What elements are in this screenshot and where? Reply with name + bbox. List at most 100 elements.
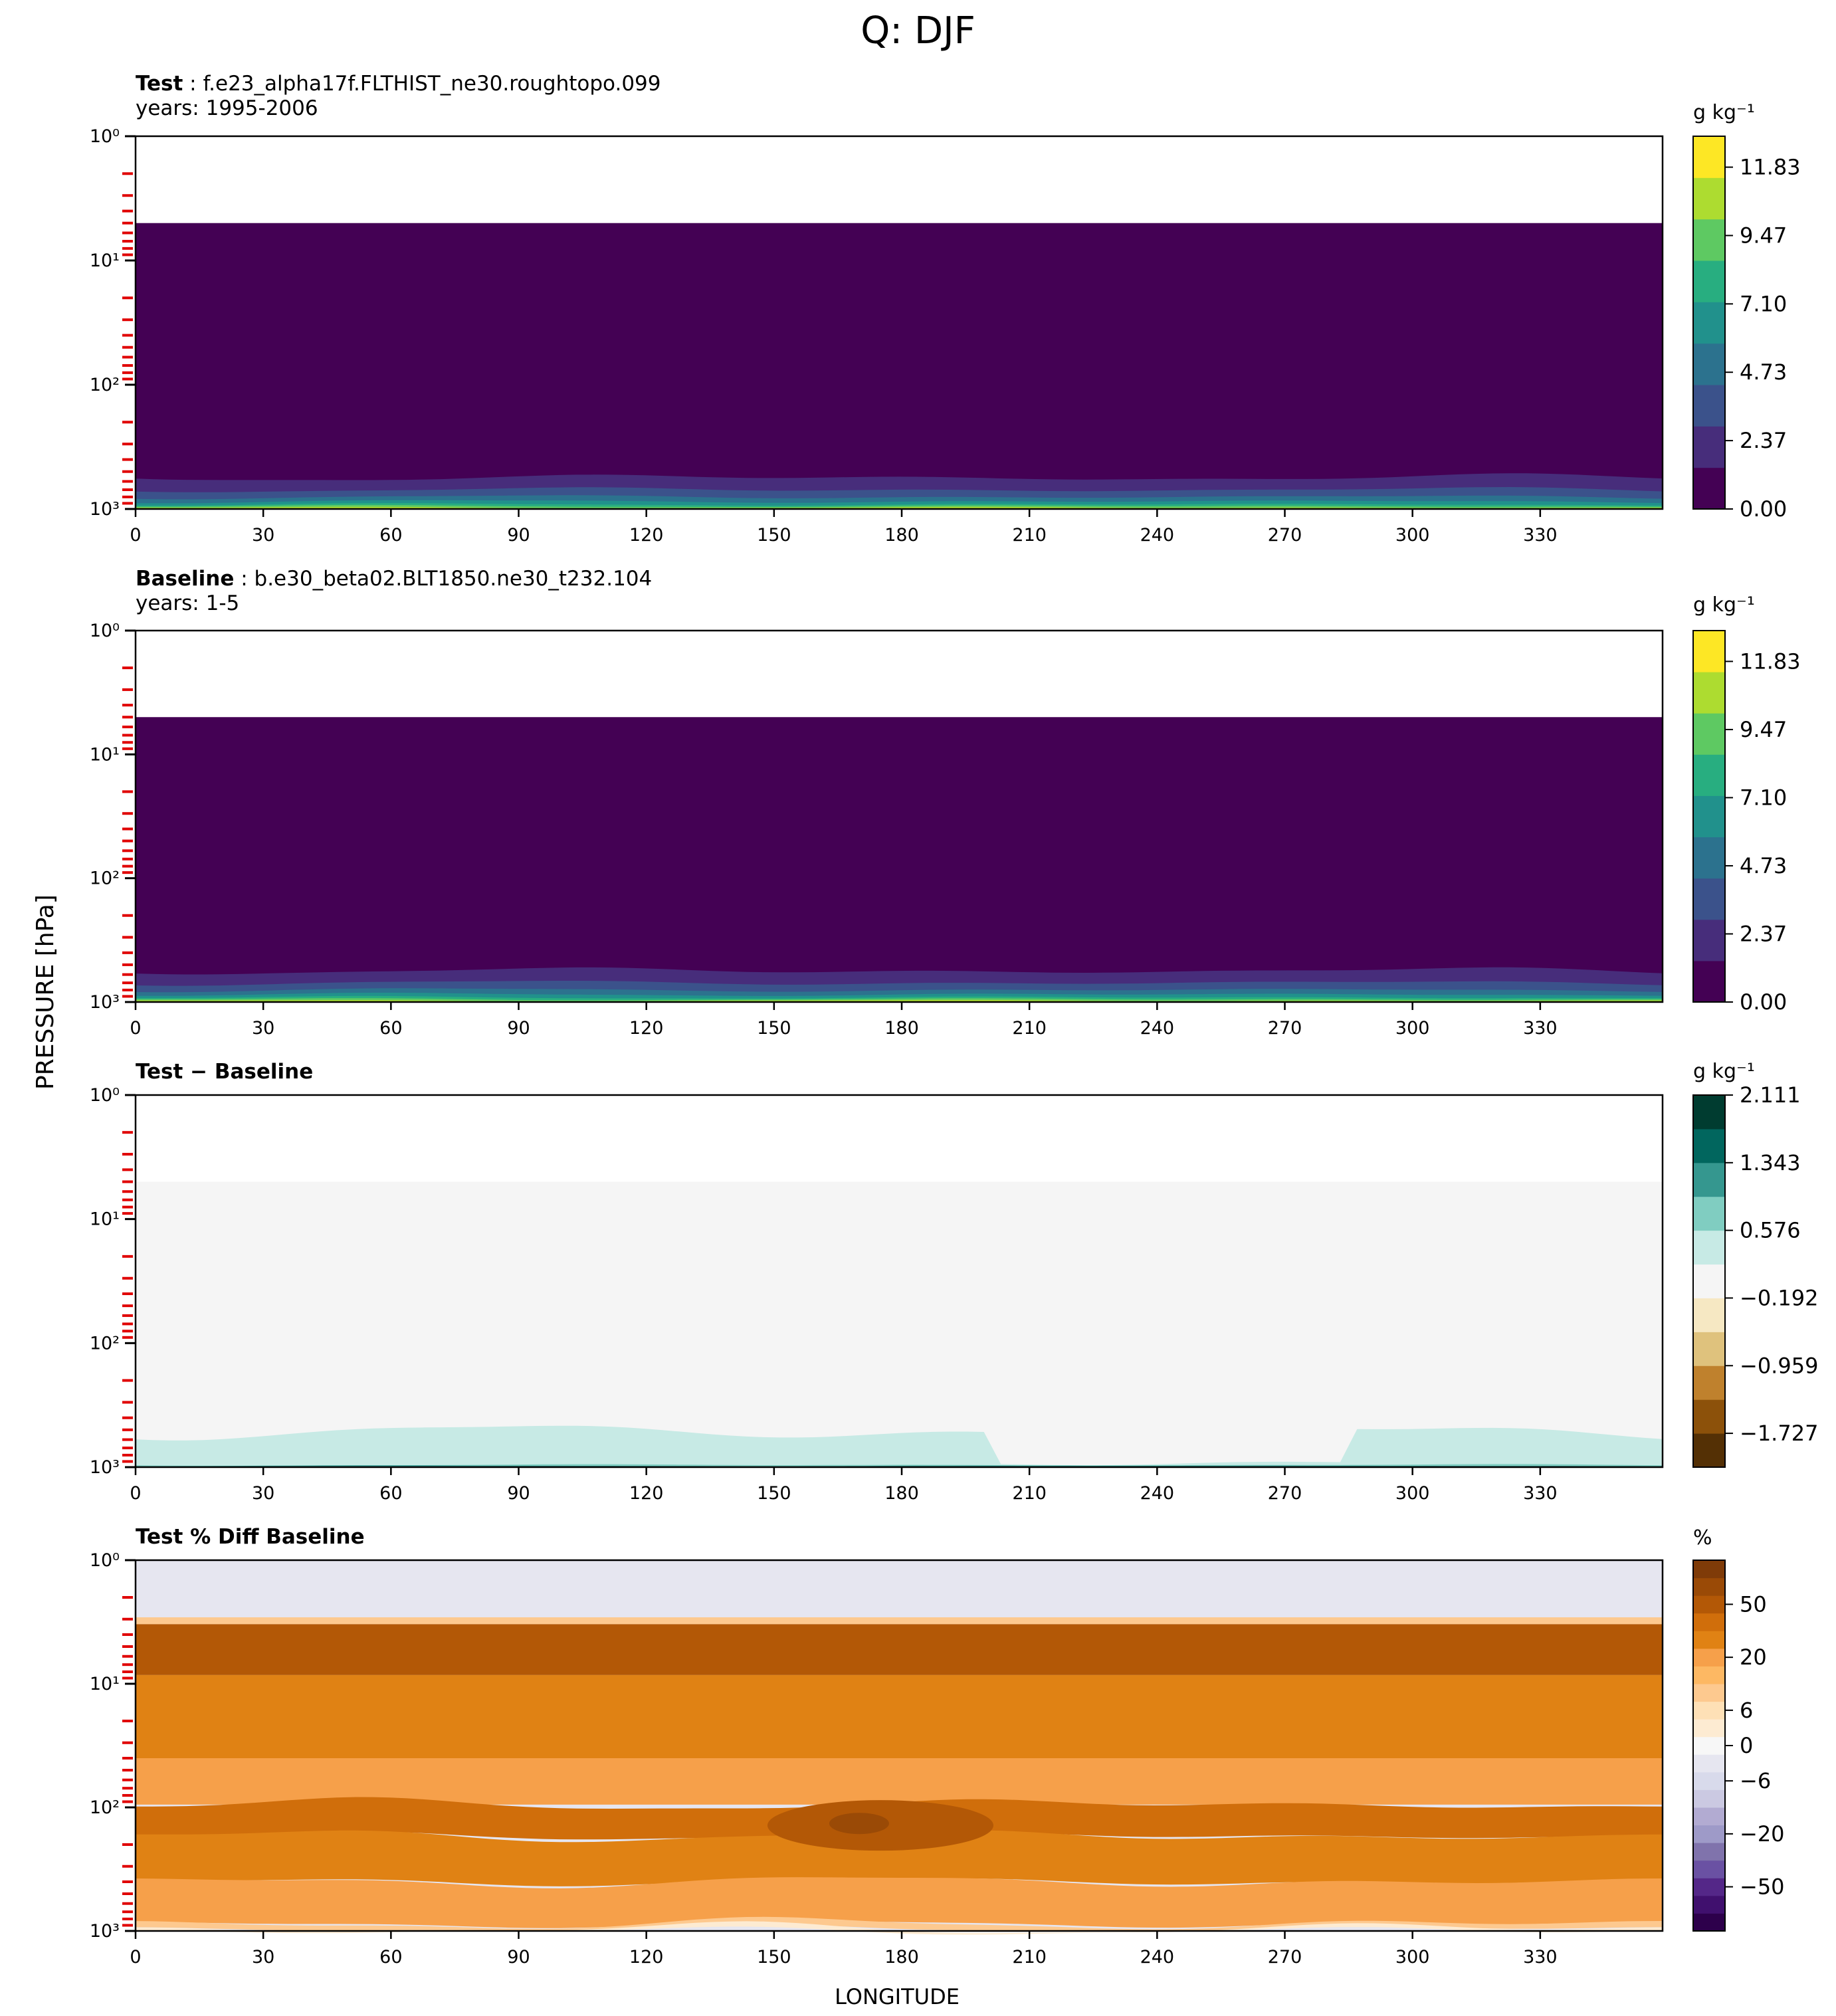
colorbar-swatch xyxy=(1693,1913,1725,1932)
colorbar-swatch xyxy=(1693,1789,1725,1808)
colorbar-swatch xyxy=(1693,795,1725,838)
colorbar-swatch xyxy=(1693,1162,1725,1197)
colorbar-frame xyxy=(1692,630,1726,1003)
colorbar-swatch xyxy=(1693,1895,1725,1914)
colorbar-frame xyxy=(1692,1094,1726,1468)
panel-1-subtitle: years: 1995-2006 xyxy=(136,96,318,120)
colorbar-tick-label: 11.83 xyxy=(1740,155,1801,180)
x-tick-label: 210 xyxy=(1012,1483,1047,1504)
panel-4-layer-6 xyxy=(136,1830,1663,1886)
colorbar-swatch xyxy=(1693,1684,1725,1702)
colorbar-tick-label: 11.83 xyxy=(1740,649,1801,674)
y-tick-label: 10² xyxy=(90,375,120,395)
panel-4-title-bold: Test % Diff Baseline xyxy=(136,1525,365,1549)
colorbar-2-unit: g kg⁻¹ xyxy=(1693,593,1755,617)
colorbar-swatch xyxy=(1693,1825,1725,1843)
x-tick-label: 90 xyxy=(507,1947,530,1967)
x-tick-label: 150 xyxy=(757,1018,791,1039)
x-tick-label: 90 xyxy=(507,1018,530,1039)
x-tick-label: 30 xyxy=(252,1018,274,1039)
colorbar-swatch xyxy=(1693,1332,1725,1366)
panel-4-layer-8 xyxy=(136,1916,1663,1932)
y-tick-label: 10⁰ xyxy=(90,1550,120,1571)
x-tick-label: 270 xyxy=(1268,1947,1302,1967)
colorbar-swatch xyxy=(1693,1433,1725,1468)
x-tick-label: 0 xyxy=(130,1483,141,1504)
panel-4-title: Test % Diff Baseline xyxy=(136,1525,365,1550)
colorbar-frame xyxy=(1692,136,1726,510)
x-tick-label: 60 xyxy=(379,525,402,546)
x-tick-label: 30 xyxy=(252,1947,274,1967)
colorbar-swatch xyxy=(1693,1666,1725,1684)
x-tick-label: 300 xyxy=(1395,1018,1430,1039)
x-tick-label: 120 xyxy=(629,1018,664,1039)
colorbar-swatch xyxy=(1693,1648,1725,1666)
colorbar-swatch xyxy=(1693,1771,1725,1790)
y-tick-label: 10² xyxy=(90,1333,120,1354)
colorbar-swatch xyxy=(1693,177,1725,220)
colorbar-tick-label: 9.47 xyxy=(1740,223,1787,248)
colorbar-swatch xyxy=(1693,1631,1725,1649)
panel-1-title: Test : f.e23_alpha17f.FLTHIST_ne30.rough… xyxy=(136,72,661,121)
colorbar-tick-label: 50 xyxy=(1740,1591,1767,1617)
panel-3-title-bold: Test − Baseline xyxy=(136,1060,314,1084)
colorbar-tick-label: −0.192 xyxy=(1740,1285,1818,1310)
y-tick-label: 10⁰ xyxy=(90,621,120,641)
y-tick-label: 10³ xyxy=(90,1921,120,1942)
colorbar-swatch xyxy=(1693,260,1725,302)
panel-3-axes: 0 30 60 90 120 150 180 210 240 270 300 330 10⁰ 10¹ 10²… xyxy=(90,1085,1664,1504)
colorbar-tick-label: 9.47 xyxy=(1740,717,1787,742)
colorbar-tick-label: 0.576 xyxy=(1740,1218,1801,1243)
colorbar-tick-label: 1.343 xyxy=(1740,1150,1801,1175)
y-tick-label: 10³ xyxy=(90,499,120,520)
colorbar-tick-label: 0 xyxy=(1740,1733,1753,1758)
colorbar-swatch xyxy=(1693,1613,1725,1631)
x-tick-label: 210 xyxy=(1012,525,1047,546)
colorbar-1: 0.00 2.37 4.73 7.10 9.47 11.83 xyxy=(1692,136,1801,522)
colorbar-swatch xyxy=(1693,713,1725,755)
colorbar-tick-label: 4.73 xyxy=(1740,359,1787,385)
colorbar-tick-label: 7.10 xyxy=(1740,291,1787,316)
x-tick-label: 270 xyxy=(1268,1483,1302,1504)
panel-2-field xyxy=(136,717,1663,1002)
colorbar-swatch xyxy=(1693,136,1725,178)
colorbar-3: −1.727 −0.959 −0.192 0.576 1.343 2.111 xyxy=(1692,1082,1818,1468)
x-tick-label: 60 xyxy=(379,1018,402,1039)
colorbar-swatch xyxy=(1693,960,1725,1003)
x-tick-label: 30 xyxy=(252,1483,274,1504)
colorbar-swatch xyxy=(1693,672,1725,714)
panel-4-field xyxy=(136,1560,1663,1935)
colorbar-swatch xyxy=(1693,1128,1725,1163)
x-tick-label: 300 xyxy=(1395,1483,1430,1504)
colorbar-3-unit: g kg⁻¹ xyxy=(1693,1060,1755,1083)
colorbar-swatch xyxy=(1693,1701,1725,1720)
colorbar-swatch xyxy=(1693,1878,1725,1896)
y-tick-label: 10¹ xyxy=(90,744,120,765)
panel-4-layer-9 xyxy=(136,1921,1663,1935)
panel-4-axes: 0 30 60 90 120 150 180 210 240 270 300 330 10⁰ 10¹ 10²… xyxy=(90,1550,1664,1967)
x-tick-label: 300 xyxy=(1395,525,1430,546)
panel-4-layer-2 xyxy=(136,1624,1663,1675)
panel-1-title-rest: : f.e23_alpha17f.FLTHIST_ne30.roughtopo.… xyxy=(183,72,661,96)
panel-2-title-bold: Baseline xyxy=(136,567,235,591)
panel-3-band-1 xyxy=(136,1425,1663,1467)
panel-1-field xyxy=(136,223,1663,509)
colorbar-swatch xyxy=(1693,631,1725,672)
y-tick-label: 10⁰ xyxy=(90,1085,120,1106)
panel-2-axes: 0 30 60 90 120 150 180 210 240 270 300 330 10⁰ 10¹ 10²… xyxy=(90,621,1664,1039)
colorbar-swatch xyxy=(1693,1095,1725,1130)
panel-4-layer-3 xyxy=(136,1674,1663,1758)
colorbar-swatch xyxy=(1693,1230,1725,1265)
colorbar-swatch xyxy=(1693,837,1725,879)
x-tick-label: 330 xyxy=(1523,1947,1558,1967)
colorbar-swatch xyxy=(1693,1860,1725,1878)
colorbar-1-unit: g kg⁻¹ xyxy=(1693,101,1755,124)
x-tick-label: 60 xyxy=(379,1947,402,1967)
colorbar-swatch xyxy=(1693,919,1725,961)
panel-1-frame xyxy=(134,135,1664,510)
x-tick-label: 210 xyxy=(1012,1018,1047,1039)
colorbar-4-unit: % xyxy=(1693,1526,1712,1550)
x-tick-label: 120 xyxy=(629,525,664,546)
colorbar-tick-label: 2.37 xyxy=(1740,921,1787,946)
